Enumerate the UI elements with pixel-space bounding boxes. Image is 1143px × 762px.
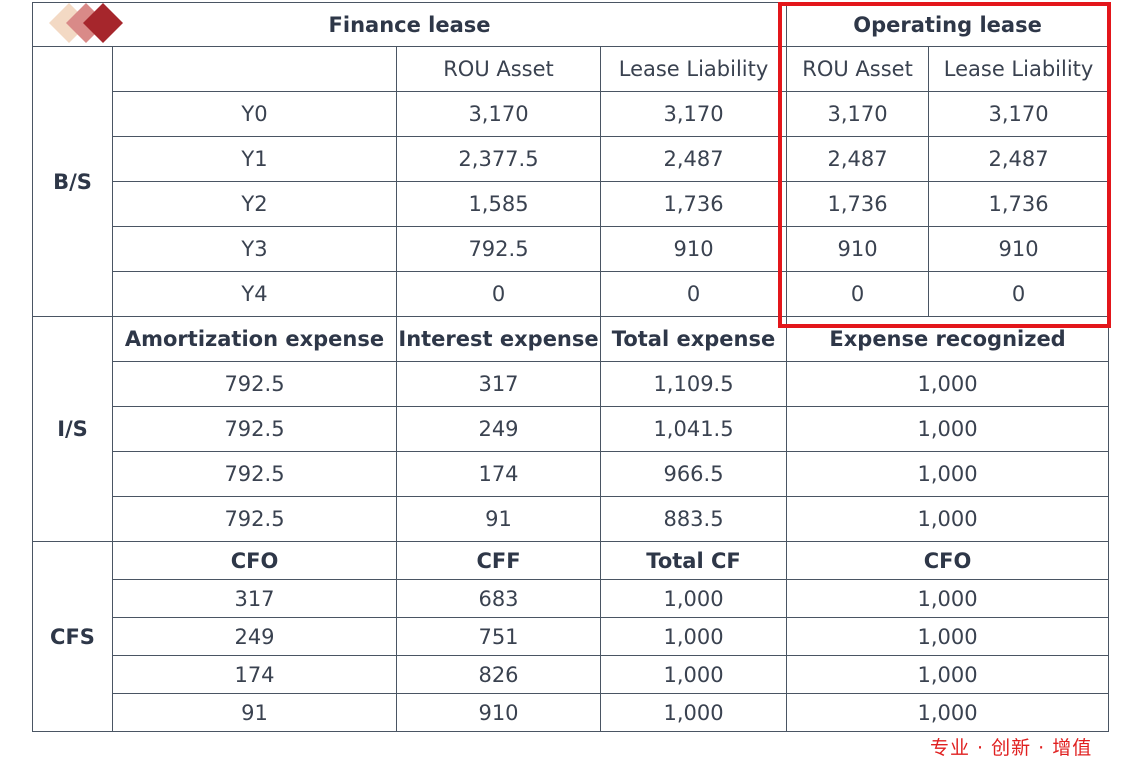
table-cell: 1,000 <box>599 617 788 656</box>
table-row: Y0 3,170 3,170 3,170 3,170 <box>33 91 1110 137</box>
table-row: 249 751 1,000 1,000 <box>33 617 1110 656</box>
column-header: Interest expense <box>396 316 601 362</box>
table-cell: 910 <box>786 226 930 272</box>
diamond-logo-icon <box>49 3 123 43</box>
table-row: Y2 1,585 1,736 1,736 1,736 <box>33 181 1110 227</box>
table-cell: 792.5 <box>112 451 397 497</box>
table-cell: 1,000 <box>599 579 788 618</box>
cfs-column-header-row: CFS CFO CFF Total CF CFO <box>32 541 1110 732</box>
table-cell: 792.5 <box>112 361 397 407</box>
column-header: Lease Liability <box>928 46 1110 92</box>
table-cell: 1,000 <box>786 406 1110 452</box>
table-row: 174 826 1,000 1,000 <box>33 655 1110 694</box>
cfs-section-label: CFS <box>32 541 113 732</box>
table-row: 792.5 249 1,041.5 1,000 <box>33 406 1110 452</box>
title-row: Finance lease Operating lease <box>31 2 1110 47</box>
table-cell: 910 <box>396 693 601 732</box>
table-row: Y3 792.5 910 910 910 <box>33 226 1110 272</box>
finance-lease-header-cell: Finance lease <box>31 2 788 47</box>
table-cell: 317 <box>396 361 601 407</box>
is-column-header-row: I/S Amortization expense Interest expens… <box>32 316 1110 542</box>
bs-section-label: B/S <box>32 46 113 317</box>
table-cell: 91 <box>396 496 601 542</box>
table-cell: 1,109.5 <box>599 361 788 407</box>
table-cell: 883.5 <box>599 496 788 542</box>
bs-column-header-row: B/S ROU Asset Lease Liability ROU Asset … <box>32 46 1110 317</box>
table-cell: 3,170 <box>786 91 930 137</box>
year-label: Y3 <box>112 226 397 272</box>
table-cell: 1,585 <box>396 181 601 227</box>
empty-header-cell <box>112 46 397 92</box>
table-cell: 1,000 <box>786 693 1110 732</box>
table-cell: 1,000 <box>786 655 1110 694</box>
table-cell: 0 <box>599 271 788 317</box>
table-row: 91 910 1,000 1,000 <box>33 693 1110 732</box>
column-header: CFO <box>786 541 1110 580</box>
table-cell: 249 <box>396 406 601 452</box>
table-cell: 0 <box>396 271 601 317</box>
table-cell: 2,487 <box>928 136 1110 182</box>
table-cell: 1,000 <box>599 655 788 694</box>
table-cell: 1,000 <box>786 451 1110 497</box>
table-cell: 826 <box>396 655 601 694</box>
table-cell: 2,377.5 <box>396 136 601 182</box>
table-cell: 751 <box>396 617 601 656</box>
column-header: Expense recognized <box>786 316 1110 362</box>
table-cell: 792.5 <box>396 226 601 272</box>
table-cell: 0 <box>786 271 930 317</box>
table-cell: 1,000 <box>786 617 1110 656</box>
is-section-label: I/S <box>32 316 113 542</box>
table-cell: 792.5 <box>112 406 397 452</box>
table-cell: 91 <box>112 693 397 732</box>
table-cell: 910 <box>928 226 1110 272</box>
table-cell: 1,000 <box>786 579 1110 618</box>
column-header: Lease Liability <box>599 46 788 92</box>
table-cell: 1,000 <box>786 496 1110 542</box>
lease-comparison-table: Finance lease Operating lease B/S ROU As… <box>31 2 1110 732</box>
table-cell: 2,487 <box>786 136 930 182</box>
table-cell: 1,000 <box>786 361 1110 407</box>
table-cell: 1,000 <box>599 693 788 732</box>
table-cell: 1,736 <box>928 181 1110 227</box>
column-header: Amortization expense <box>112 316 397 362</box>
table-cell: 2,487 <box>599 136 788 182</box>
table-cell: 3,170 <box>928 91 1110 137</box>
table-cell: 966.5 <box>599 451 788 497</box>
table-cell: 910 <box>599 226 788 272</box>
table-cell: 683 <box>396 579 601 618</box>
column-header: Total CF <box>599 541 788 580</box>
table-row: 792.5 317 1,109.5 1,000 <box>33 361 1110 407</box>
column-header: ROU Asset <box>396 46 601 92</box>
year-label: Y4 <box>112 271 397 317</box>
table-cell: 174 <box>112 655 397 694</box>
column-header: Total expense <box>599 316 788 362</box>
table-cell: 317 <box>112 579 397 618</box>
year-label: Y0 <box>112 91 397 137</box>
table-cell: 1,736 <box>599 181 788 227</box>
table-row: Y1 2,377.5 2,487 2,487 2,487 <box>33 136 1110 182</box>
table-row: 792.5 91 883.5 1,000 <box>33 496 1110 542</box>
column-header: CFF <box>396 541 601 580</box>
finance-lease-title: Finance lease <box>328 12 491 37</box>
year-label: Y1 <box>112 136 397 182</box>
table-cell: 792.5 <box>112 496 397 542</box>
table-cell: 0 <box>928 271 1110 317</box>
table-row: 317 683 1,000 1,000 <box>33 579 1110 618</box>
column-header: CFO <box>112 541 397 580</box>
table-cell: 174 <box>396 451 601 497</box>
table-cell: 1,736 <box>786 181 930 227</box>
year-label: Y2 <box>112 181 397 227</box>
table-cell: 3,170 <box>599 91 788 137</box>
operating-lease-title: Operating lease <box>786 2 1110 47</box>
watermark-text: 专业 · 创新 · 增值 <box>930 737 1093 759</box>
column-header: ROU Asset <box>786 46 930 92</box>
table-row: 792.5 174 966.5 1,000 <box>33 451 1110 497</box>
table-cell: 249 <box>112 617 397 656</box>
table-cell: 3,170 <box>396 91 601 137</box>
table-cell: 1,041.5 <box>599 406 788 452</box>
table-row: Y4 0 0 0 0 <box>33 271 1110 317</box>
